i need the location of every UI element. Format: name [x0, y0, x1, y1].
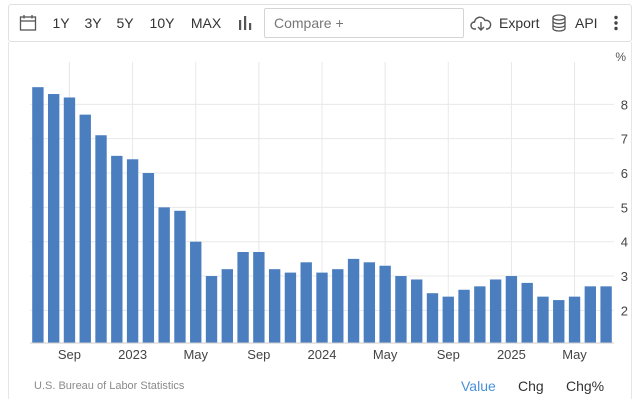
api-button[interactable]: API: [575, 15, 598, 31]
y-axis-unit-label: %: [615, 50, 626, 64]
chart-toolbar: 1Y 3Y 5Y 10Y MAX Compare + Export API: [8, 4, 632, 42]
bar-2023-06[interactable]: [205, 276, 218, 343]
bar-2025-02[interactable]: [521, 282, 533, 343]
bar-2024-12[interactable]: [489, 279, 502, 343]
source-attribution: U.S. Bureau of Labor Statistics: [34, 380, 185, 392]
x-tick-label: 2025: [497, 347, 526, 362]
bar-2024-06[interactable]: [395, 276, 407, 343]
bar-2022-12[interactable]: [111, 155, 123, 343]
bar-2025-01[interactable]: [505, 276, 518, 343]
bar-chart-icon[interactable]: [235, 5, 255, 41]
range-10y-button[interactable]: 10Y: [149, 15, 175, 31]
bar-2024-11[interactable]: [474, 286, 486, 343]
bar-2023-03[interactable]: [158, 207, 170, 343]
bar-2025-05[interactable]: [568, 296, 581, 343]
more-vertical-icon[interactable]: [609, 5, 623, 41]
bar-2022-07[interactable]: [32, 87, 44, 343]
chart-panel: [8, 42, 632, 399]
y-tick-label: 7: [621, 132, 628, 147]
cloud-download-icon[interactable]: [469, 5, 493, 41]
bar-2022-08[interactable]: [47, 94, 60, 343]
range-5y-button[interactable]: 5Y: [116, 15, 134, 31]
view-tab-chg-percent[interactable]: Chg%: [566, 378, 605, 394]
bar-2023-11[interactable]: [284, 272, 297, 343]
bar-2023-02[interactable]: [142, 173, 155, 343]
calendar-icon[interactable]: [17, 5, 39, 41]
bar-2022-09[interactable]: [63, 97, 76, 343]
bar-2024-09[interactable]: [442, 296, 454, 343]
x-tick-label: May: [373, 347, 398, 362]
export-button[interactable]: Export: [499, 15, 540, 31]
bar-2025-04[interactable]: [553, 300, 565, 343]
bar-2023-09[interactable]: [253, 252, 265, 343]
bar-2024-04[interactable]: [363, 262, 376, 343]
bar-2025-03[interactable]: [537, 296, 549, 343]
bar-2025-06[interactable]: [584, 286, 597, 343]
bar-2024-01[interactable]: [316, 272, 328, 343]
bar-2024-08[interactable]: [426, 293, 439, 343]
y-tick-label: 2: [621, 303, 628, 318]
range-3y-button[interactable]: 3Y: [84, 15, 102, 31]
bar-2024-02[interactable]: [332, 269, 344, 343]
bar-2023-08[interactable]: [237, 252, 249, 343]
x-tick-label: 2023: [118, 347, 147, 362]
bar-2023-05[interactable]: [190, 241, 202, 343]
x-tick-label: May: [562, 347, 587, 362]
bar-chart: 2 3 4 5 6 7 8% Sep 2023 May Sep 2024 May Sep 2025 May: [30, 50, 628, 362]
bar-2022-10[interactable]: [79, 114, 91, 343]
database-icon[interactable]: [549, 5, 569, 41]
bar-2024-03[interactable]: [347, 258, 360, 343]
compare-input[interactable]: Compare +: [264, 8, 464, 38]
y-tick-label: 6: [621, 166, 628, 181]
bar-2023-07[interactable]: [221, 269, 233, 343]
x-tick-label: Sep: [247, 347, 270, 362]
x-tick-label: 2024: [308, 347, 337, 362]
y-tick-label: 5: [621, 200, 628, 215]
bar-2024-10[interactable]: [458, 289, 470, 343]
range-1y-button[interactable]: 1Y: [52, 15, 70, 31]
y-tick-label: 4: [621, 235, 628, 250]
view-tab-chg[interactable]: Chg: [518, 378, 544, 394]
y-tick-label: 3: [621, 269, 628, 284]
x-tick-label: May: [183, 347, 208, 362]
bar-2023-01[interactable]: [126, 159, 139, 343]
x-tick-label: Sep: [58, 347, 81, 362]
view-tab-value[interactable]: Value: [461, 378, 496, 394]
bar-2023-04[interactable]: [174, 210, 186, 343]
bar-2022-11[interactable]: [95, 135, 107, 343]
bar-2025-07[interactable]: [600, 286, 612, 343]
y-tick-label: 8: [621, 97, 628, 112]
bar-2023-12[interactable]: [300, 262, 312, 343]
x-tick-label: Sep: [437, 347, 460, 362]
range-max-button[interactable]: MAX: [190, 15, 222, 31]
bar-2024-07[interactable]: [411, 279, 423, 343]
bar-2024-05[interactable]: [379, 265, 391, 343]
bar-2023-10[interactable]: [268, 269, 281, 343]
